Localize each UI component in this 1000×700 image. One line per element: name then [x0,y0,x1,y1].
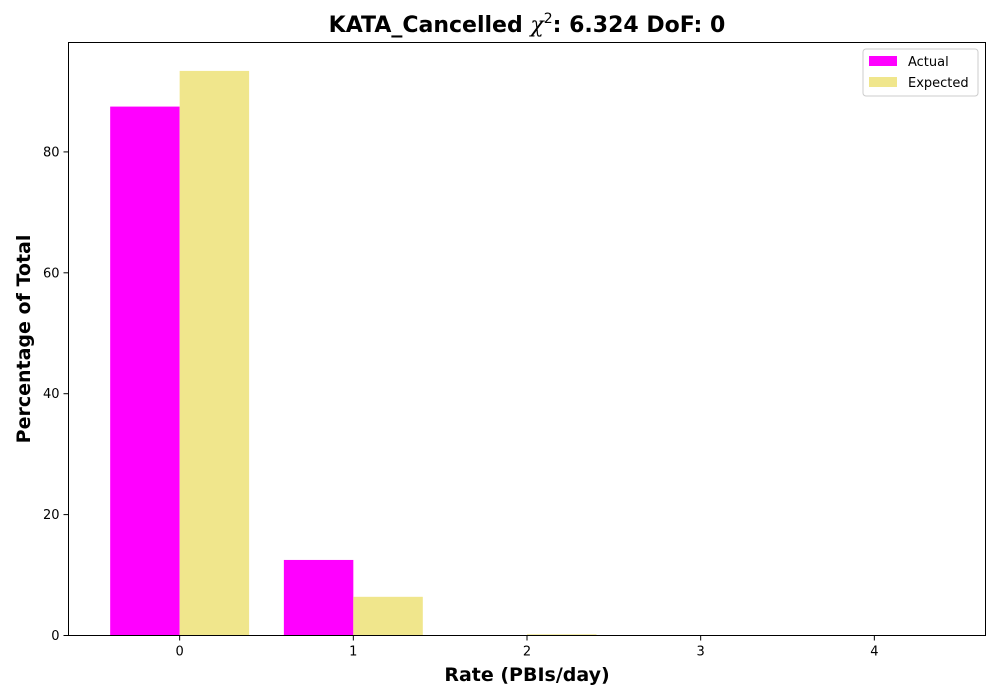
y-axis-label: Percentage of Total [13,235,35,444]
bar-expected-1 [353,596,423,636]
plot-frame [68,42,986,636]
y-tick-label: 80 [43,145,60,160]
bar-expected-2 [527,634,597,636]
y-tick-label: 60 [43,266,60,281]
x-tick-label: 0 [176,645,184,660]
bar-actual-0 [110,106,180,636]
bar-actual-1 [283,559,354,636]
legend-swatch-expected [869,77,897,87]
x-tick-label: 2 [523,645,531,660]
x-tick-label: 4 [870,645,878,660]
x-axis-label: Rate (PBIs/day) [444,664,609,686]
chart-title: KATA_Cancelled χ2: 6.324 DoF: 0 [329,11,726,38]
y-ticks-group: 0 20 40 60 80 [43,145,69,644]
legend-swatch-actual [869,56,897,66]
chi-exponent: 2 [544,11,553,27]
x-tick-label: 1 [349,645,357,660]
legend-label-actual: Actual [908,55,949,70]
chi-symbol: χ [528,13,545,38]
x-ticks-group: 0 1 2 3 4 [176,635,878,660]
y-tick-label: 0 [51,629,59,644]
bars-group [110,70,597,636]
y-tick-label: 20 [43,508,60,523]
bar-expected-0 [179,70,250,636]
legend-label-expected: Expected [908,76,969,91]
y-tick-label: 40 [43,387,60,402]
legend: Actual Expected [862,48,979,97]
x-tick-label: 3 [697,645,705,660]
